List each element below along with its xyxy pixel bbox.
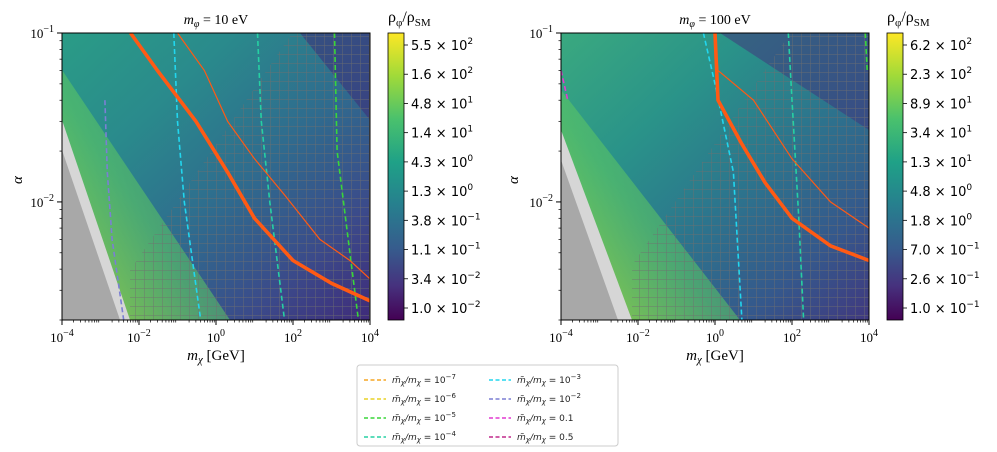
relic-contour-thin bbox=[177, 33, 370, 280]
colorbar-tick-label: 1.6 × 102 bbox=[411, 66, 473, 83]
ratio-line-10e-5 bbox=[333, 33, 360, 320]
legend-label: m̃χ/mχ = 10−6 bbox=[392, 392, 456, 406]
colorbar-tick-label: 5.5 × 102 bbox=[411, 37, 473, 54]
ratio-line-10e-3 bbox=[702, 33, 743, 320]
y-axis-label: α bbox=[506, 175, 522, 184]
excluded-dark-region bbox=[561, 160, 618, 320]
legend-entry: m̃χ/mχ = 10−5 bbox=[364, 411, 456, 425]
x-tick-label: 10−2 bbox=[626, 328, 650, 345]
ratio-line-0.1 bbox=[561, 70, 569, 101]
colorbar-tick-label: 1.0 × 10−2 bbox=[411, 300, 481, 317]
series-lines bbox=[104, 33, 370, 320]
legend-label: m̃χ/mχ = 10−4 bbox=[392, 430, 456, 444]
colorbar-tick-label: 1.3 × 101 bbox=[910, 154, 972, 171]
y-tick-label: 10−2 bbox=[529, 193, 553, 210]
legend: m̃χ/mχ = 10−7 m̃χ/mχ = 10−6 m̃χ/mχ = 10−5 m… bbox=[356, 364, 619, 447]
legend-entry: m̃χ/mχ = 10−2 bbox=[489, 392, 581, 406]
legend-label: m̃χ/mχ = 10−2 bbox=[517, 392, 581, 406]
colorbar-tick-label: 1.3 × 100 bbox=[411, 183, 473, 200]
colorbar-tick-label: 3.8 × 10−1 bbox=[411, 212, 481, 229]
colorbar-tick-label: 6.2 × 102 bbox=[910, 37, 972, 54]
x-axis-label: mχ [GeV] bbox=[187, 348, 245, 366]
colorbar-tick-label: 7.0 × 10−1 bbox=[910, 242, 980, 259]
colorbar-tick-label: 1.4 × 101 bbox=[411, 125, 473, 142]
colorbar-tick-label: 3.4 × 101 bbox=[910, 125, 972, 142]
legend-entry: m̃χ/mχ = 10−3 bbox=[489, 373, 581, 387]
legend-entry: m̃χ/mχ = 10−6 bbox=[364, 392, 456, 406]
x-tick-label: 104 bbox=[361, 328, 379, 345]
series-lines bbox=[561, 33, 869, 320]
x-axis-label: mχ [GeV] bbox=[686, 348, 744, 366]
colorbar bbox=[886, 32, 904, 321]
relic-contour-thick bbox=[129, 33, 370, 303]
y-tick-label: 10−1 bbox=[30, 24, 54, 41]
ratio-line-10e-3 bbox=[173, 33, 202, 320]
legend-entry: m̃χ/mχ = 0.5 bbox=[489, 433, 573, 444]
colorbar-tick-label: 1.0 × 10−1 bbox=[910, 300, 980, 317]
colorbar-tick-label: 3.4 × 10−2 bbox=[411, 271, 481, 288]
colorbar bbox=[387, 32, 405, 321]
legend-entry: m̃χ/mχ = 0.1 bbox=[489, 414, 573, 425]
y-axis-label: α bbox=[10, 175, 26, 184]
x-tick-label: 104 bbox=[860, 328, 878, 345]
panel-title: mφ = 100 eV bbox=[679, 13, 750, 30]
colorbar-tick-label: 4.3 × 100 bbox=[411, 154, 473, 171]
colorbar-tick-label: 1.8 × 100 bbox=[910, 212, 972, 229]
colorbar-tick-label: 2.3 × 102 bbox=[910, 66, 972, 83]
panel-left: mφ = 10 eV 10−4 10−2 100 102 104 10−1 10−2 mχ … bbox=[10, 9, 481, 366]
colorbar-ticks: 5.5 × 102 1.6 × 102 4.8 × 101 1.4 × 101 4.3 … bbox=[404, 37, 481, 317]
legend-box bbox=[356, 364, 619, 447]
x-tick-label: 10−2 bbox=[127, 328, 151, 345]
colorbar-tick-label: 4.8 × 100 bbox=[910, 183, 972, 200]
excluded-dark-region bbox=[62, 150, 120, 320]
hatched-region bbox=[130, 33, 370, 320]
colorbar-label: ρφ/ρSM bbox=[388, 9, 431, 29]
x-tick-label: 100 bbox=[207, 328, 225, 345]
legend-label: m̃χ/mχ = 10−7 bbox=[392, 373, 456, 387]
ratio-line-10e-4 bbox=[787, 33, 805, 320]
colorbar-tick-label: 1.1 × 10−1 bbox=[411, 242, 481, 259]
legend-label: m̃χ/mχ = 10−3 bbox=[517, 373, 581, 387]
x-tick-label: 102 bbox=[783, 328, 801, 345]
ratio-line-10e-2 bbox=[104, 100, 125, 320]
x-tick-label: 102 bbox=[284, 328, 302, 345]
ratio-line-10e-4 bbox=[256, 33, 286, 320]
colorbar-label: ρφ/ρSM bbox=[887, 9, 930, 29]
relic-contour-thick bbox=[713, 33, 869, 263]
y-tick-label: 10−2 bbox=[30, 193, 54, 210]
colorbar-tick-label: 8.9 × 101 bbox=[910, 95, 972, 112]
legend-label: m̃χ/mχ = 0.5 bbox=[517, 433, 573, 444]
colorbar-tick-label: 2.6 × 10−1 bbox=[910, 271, 980, 288]
hatched-region bbox=[632, 33, 869, 320]
x-tick-label: 10−4 bbox=[549, 328, 573, 345]
colorbar-ticks: 6.2 × 102 2.3 × 102 8.9 × 101 3.4 × 101 1.3 … bbox=[903, 37, 980, 317]
legend-entry: m̃χ/mχ = 10−7 bbox=[364, 373, 456, 387]
legend-entry: m̃χ/mχ = 10−4 bbox=[364, 430, 456, 444]
colorbar-tick-label: 4.8 × 101 bbox=[411, 95, 473, 112]
x-tick-label: 100 bbox=[706, 328, 724, 345]
y-tick-label: 10−1 bbox=[529, 24, 553, 41]
axis-ticks: 10−4 10−2 100 102 104 10−1 10−2 bbox=[30, 24, 379, 345]
panel-title: mφ = 10 eV bbox=[184, 13, 248, 30]
ratio-line-10e-5 bbox=[864, 33, 868, 71]
legend-label: m̃χ/mχ = 10−5 bbox=[392, 411, 456, 425]
panel-right: mφ = 100 eV 10−4 10−2 100 102 104 10−1 10−2 mχ… bbox=[506, 9, 980, 366]
axis-ticks: 10−4 10−2 100 102 104 10−1 10−2 bbox=[529, 24, 878, 345]
legend-label: m̃χ/mχ = 0.1 bbox=[517, 414, 573, 425]
x-tick-label: 10−4 bbox=[50, 328, 74, 345]
